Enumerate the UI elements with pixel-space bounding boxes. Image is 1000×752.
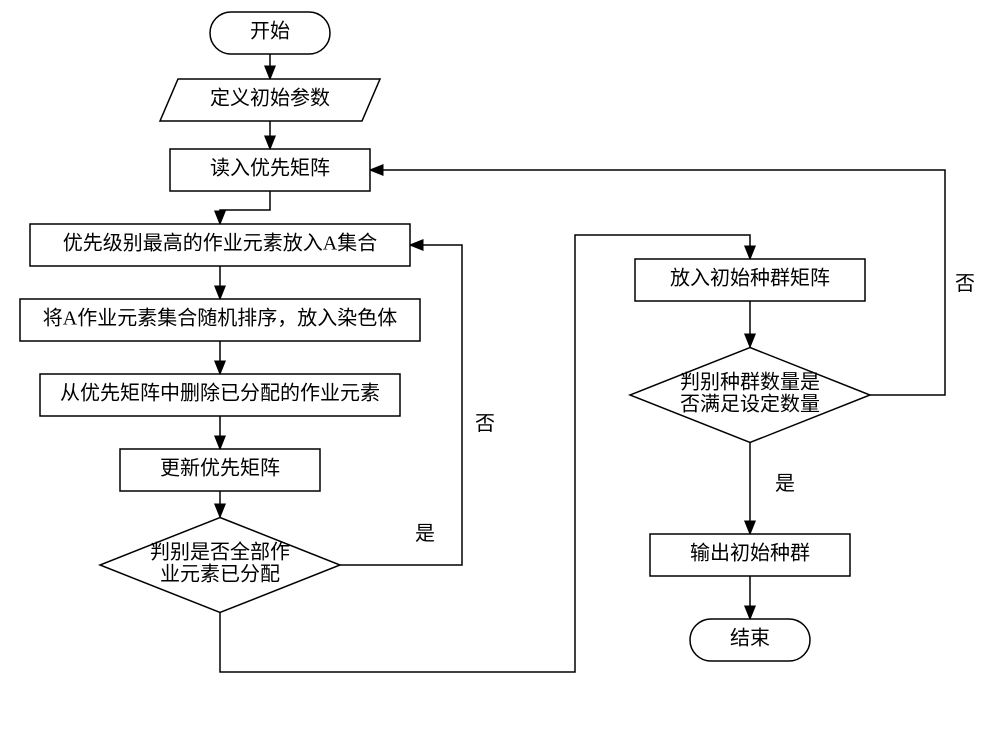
- edge-label: 否: [955, 273, 975, 295]
- edge-label: 是: [775, 473, 795, 495]
- node-shuffle: 将A作业元素集合随机排序，放入染色体: [20, 299, 420, 341]
- node-label: 更新优先矩阵: [160, 457, 280, 480]
- node-readMatrix: 读入优先矩阵: [170, 149, 370, 191]
- node-update: 更新优先矩阵: [120, 449, 320, 491]
- edge: [220, 191, 270, 224]
- node-label: 将A作业元素集合随机排序，放入染色体: [43, 307, 397, 330]
- node-decPop: 判别种群数量是否满足设定数量: [630, 348, 870, 443]
- node-label: 优先级别最高的作业元素放入A集合: [63, 232, 377, 255]
- node-label: 从优先矩阵中删除已分配的作业元素: [60, 382, 380, 405]
- node-label-line: 判别种群数量是: [680, 371, 820, 394]
- node-label: 读入优先矩阵: [210, 157, 330, 180]
- node-label: 开始: [250, 20, 290, 43]
- edges-layer: 否是 否是: [220, 54, 975, 672]
- node-label: 放入初始种群矩阵: [670, 267, 830, 290]
- node-output: 输出初始种群: [650, 534, 850, 576]
- node-label-line: 业元素已分配: [160, 563, 280, 586]
- node-putA: 优先级别最高的作业元素放入A集合: [30, 224, 410, 266]
- node-defParams: 定义初始参数: [160, 79, 380, 121]
- flowchart-canvas: 否是 否是 开始定义初始参数读入优先矩阵优先级别最高的作业元素放入A集合将A作业元…: [0, 0, 1000, 752]
- node-label: 结束: [730, 627, 770, 650]
- edge-label: 是: [415, 523, 435, 545]
- node-label-line: 否满足设定数量: [680, 393, 820, 416]
- edge-label: 否: [475, 413, 495, 435]
- node-putPop: 放入初始种群矩阵: [635, 259, 865, 301]
- node-end: 结束: [690, 619, 810, 661]
- node-decAll: 判别是否全部作业元素已分配: [100, 518, 340, 613]
- nodes-layer: 开始定义初始参数读入优先矩阵优先级别最高的作业元素放入A集合将A作业元素集合随机…: [20, 12, 870, 661]
- node-start: 开始: [210, 12, 330, 54]
- node-deleteEl: 从优先矩阵中删除已分配的作业元素: [40, 374, 400, 416]
- node-label: 定义初始参数: [210, 87, 330, 110]
- node-label: 输出初始种群: [690, 542, 810, 565]
- node-label-line: 判别是否全部作: [150, 541, 290, 564]
